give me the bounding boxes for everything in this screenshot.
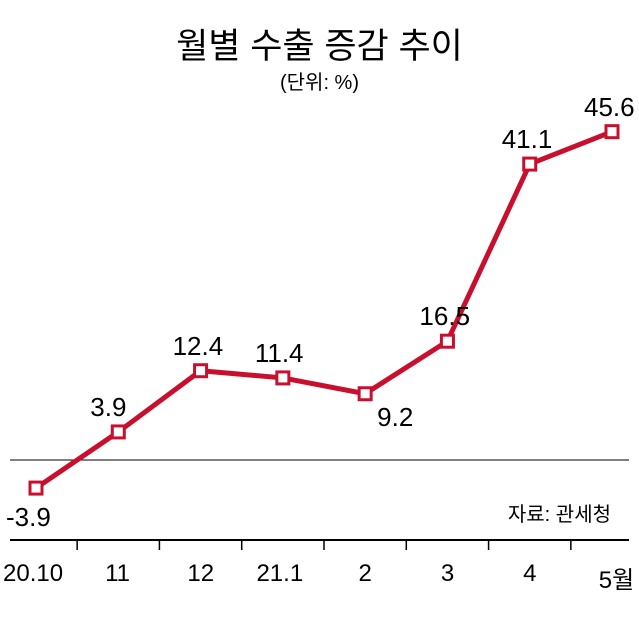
chart-container: 월별 수출 증감 추이 (단위: %) 자료: 관세청 -3.93.912.41… [0,0,639,620]
data-label: 11.4 [255,338,304,369]
data-label: -3.9 [6,502,51,533]
x-axis-label: 3 [441,560,454,588]
chart-svg [0,0,639,620]
x-axis-label: 11 [105,560,130,588]
data-label: 45.6 [584,92,635,123]
data-label: 16.5 [419,301,470,332]
chart-source: 자료: 관세청 [508,498,611,527]
x-axis-label: 20.10 [3,560,63,588]
x-axis-label: 4 [523,560,536,588]
x-axis-label: 21.1 [256,560,303,588]
x-axis-label: 12 [187,560,214,588]
data-label: 9.2 [377,402,413,433]
data-label: 3.9 [90,392,126,423]
data-label: 12.4 [173,331,224,362]
data-label: 41.1 [502,124,553,155]
x-axis-label: 2 [359,560,372,588]
x-axis-label: 5월 [599,560,634,595]
